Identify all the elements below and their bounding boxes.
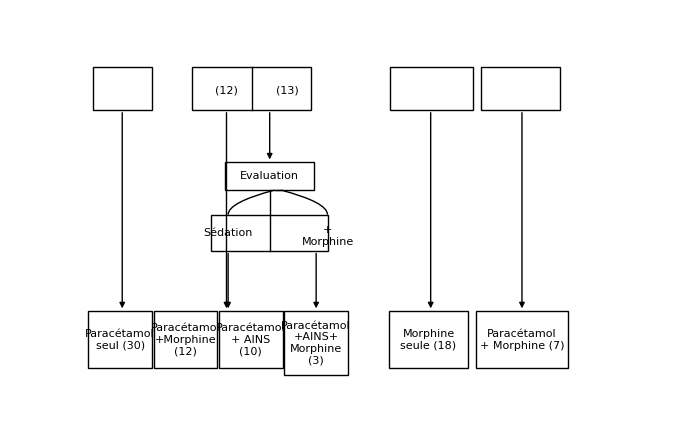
Text: Paracétamol
+ AINS
(10): Paracétamol + AINS (10)	[216, 323, 286, 357]
Text: +: +	[323, 225, 332, 235]
Bar	[93, 68, 152, 110]
Text: Morphine: Morphine	[301, 238, 353, 247]
Bar	[284, 311, 348, 375]
Bar	[482, 68, 560, 110]
Bar	[192, 68, 312, 110]
Text: Paracétamol
+AINS+
Morphine
(3): Paracétamol +AINS+ Morphine (3)	[282, 321, 351, 366]
Bar	[211, 215, 328, 251]
Text: Paracétamol
+Morphine
(12): Paracétamol +Morphine (12)	[151, 323, 220, 357]
Text: Evaluation: Evaluation	[240, 171, 299, 181]
Text: (13): (13)	[275, 86, 298, 96]
Text: Paracétamol
seul (30): Paracétamol seul (30)	[85, 329, 155, 351]
Text: Morphine
seule (18): Morphine seule (18)	[401, 329, 457, 351]
Text: (12): (12)	[215, 86, 238, 96]
Bar	[388, 311, 468, 368]
Bar	[390, 68, 473, 110]
Bar	[89, 311, 152, 368]
Bar	[225, 162, 314, 190]
Text: Paracétamol
+ Morphine (7): Paracétamol + Morphine (7)	[480, 329, 564, 351]
Bar	[153, 311, 217, 368]
Text: Sédation: Sédation	[204, 228, 253, 238]
Bar	[219, 311, 283, 368]
Bar	[476, 311, 568, 368]
